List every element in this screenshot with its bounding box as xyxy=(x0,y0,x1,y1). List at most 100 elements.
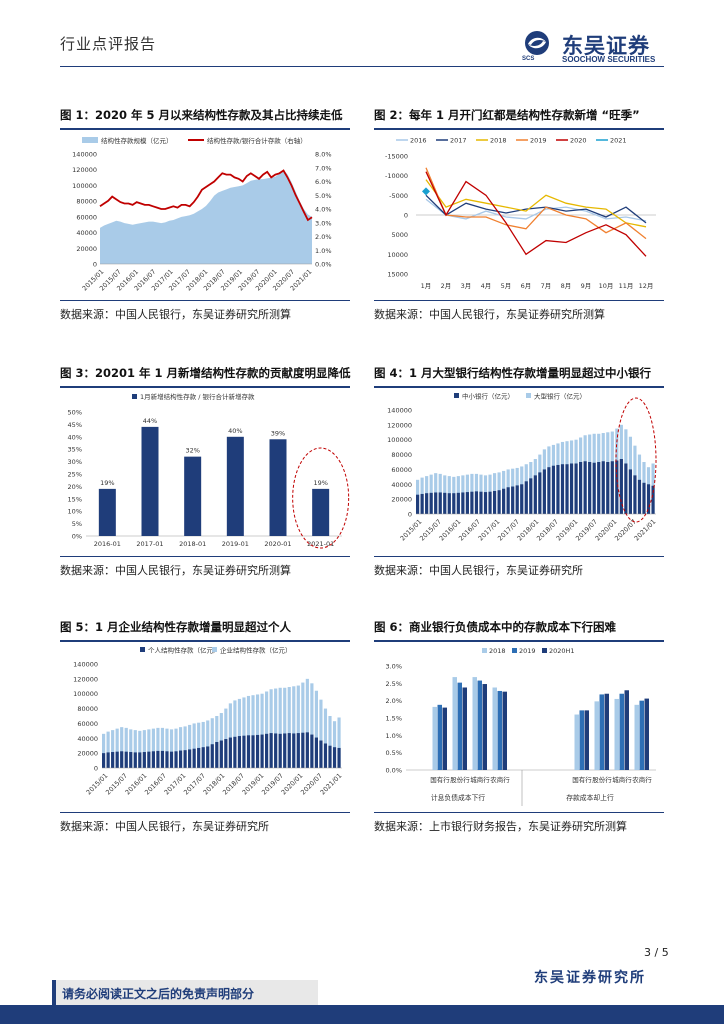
bar-front xyxy=(416,494,420,514)
y-axis-tick: 100000 xyxy=(387,436,412,444)
figure-1-source: 数据来源：中国人民银行，东吴证券研究所测算 xyxy=(60,308,291,321)
figure-3-top-rule xyxy=(60,386,350,388)
bar-城商行-2020H1 xyxy=(482,684,487,770)
x-tick: 10月 xyxy=(599,282,614,290)
chart-1: 结构性存款规模（亿元） 结构性存款/银行合计存款（右轴） 0 20000 40000 60… xyxy=(72,136,332,293)
bar-front xyxy=(188,749,192,768)
y2-axis-tick: 2.0% xyxy=(315,233,332,241)
bar-front xyxy=(255,734,260,768)
figure-4: 图 4：1 月大型银行结构性存款增量明显超过中小银行 中小银行（亿元） 大型银行（… xyxy=(374,362,664,582)
legend-label-2020: 2020 xyxy=(570,137,587,145)
bar-front xyxy=(201,747,205,768)
y-axis-tick: 5000 xyxy=(391,231,408,239)
bar-front xyxy=(565,464,569,514)
x-tick: 6月 xyxy=(521,282,532,290)
legend-label-1: 中小银行（亿元） xyxy=(462,392,514,401)
figure-6-top-rule xyxy=(374,640,664,642)
y-axis-tick: 80000 xyxy=(77,705,98,713)
bar-front xyxy=(597,462,601,514)
y-axis-tick: 0.0% xyxy=(385,767,402,775)
legend-label-2: 企业结构性存款（亿元） xyxy=(220,646,292,655)
bar-front xyxy=(328,745,332,768)
bar-front xyxy=(133,752,137,768)
figure-2: 图 2：每年 1 月开门红都是结构性存款新增 “旺季” 2016 2017 2018… xyxy=(374,104,664,324)
y-axis-tick: 15% xyxy=(68,495,82,503)
bar-农商行-2018 xyxy=(634,704,639,770)
bar-back xyxy=(192,723,196,768)
bar-back xyxy=(169,729,174,768)
group-label: 存款成本却上行 xyxy=(566,793,614,802)
legend-line-label: 结构性存款/银行合计存款（右轴） xyxy=(207,136,307,145)
x-tick: 城商行 xyxy=(470,775,490,784)
bar-front xyxy=(651,485,655,514)
bar-back xyxy=(188,724,192,768)
bar-front xyxy=(619,459,623,514)
figure-3-title: 图 3：20201 年 1 月新增结构性存款的贡献度明显降低 xyxy=(60,366,351,380)
bar-front xyxy=(560,464,565,514)
bar-2016-01 xyxy=(98,488,116,536)
figure-1-title: 图 1：2020 年 5 月以来结构性存款及其占比持续走低 xyxy=(60,108,343,122)
bar-back xyxy=(147,729,151,768)
x-tick: 2月 xyxy=(441,282,452,290)
figure-5: 图 5：1 月企业结构性存款增量明显超过个人 个人结构性存款（亿元） 企业结构性存… xyxy=(60,616,350,836)
bar-back xyxy=(228,703,232,768)
bar-front xyxy=(165,751,169,768)
bar-label: 19% xyxy=(100,479,114,487)
bar-front xyxy=(292,733,296,768)
legend-area-label: 结构性存款规模（亿元） xyxy=(101,136,173,145)
x-tick: 股份行 xyxy=(592,775,612,784)
y-axis-tick: 140000 xyxy=(387,407,412,415)
bar-front xyxy=(260,734,264,768)
y-axis-tick: 140000 xyxy=(73,661,98,669)
bar-股份行-2020H1 xyxy=(604,693,609,770)
bar-国有行-2018 xyxy=(574,714,579,770)
y-axis-tick: 20000 xyxy=(76,245,97,253)
logo-sub: SCS xyxy=(522,56,535,62)
y-axis-tick: 60000 xyxy=(77,720,98,728)
legend-swatch-2 xyxy=(526,393,531,398)
bar-front xyxy=(215,742,219,768)
c4-xtick: 2021/01 xyxy=(319,772,344,797)
figure-2-bottom-rule xyxy=(374,300,664,301)
bar-front xyxy=(233,736,237,768)
bar-front xyxy=(301,732,305,768)
bar-国有行-2018 xyxy=(432,706,437,770)
x-tick: 2018-01 xyxy=(179,540,206,548)
bar-front xyxy=(551,465,556,514)
bar-front xyxy=(542,469,546,514)
x-tick: 农商行 xyxy=(490,775,510,784)
bar-front xyxy=(642,482,646,514)
legend-label-2021: 2021 xyxy=(610,137,627,145)
bar-front xyxy=(224,739,228,768)
bar-front xyxy=(615,460,619,514)
area-structured-deposits xyxy=(100,169,312,264)
chart-2: 2016 2017 2018 2019 2020 2021 15000 10000 5000 0 -… xyxy=(385,137,656,290)
company-logo: SCS 东吴证券 SOOCHOW SECURITIES xyxy=(522,30,667,66)
bar-农商行-2020H1 xyxy=(502,691,507,770)
bar-农商行-2019 xyxy=(497,690,502,770)
bar-2020-01 xyxy=(269,439,287,536)
bar-front xyxy=(138,752,142,768)
bar-front xyxy=(524,481,528,514)
bar-front xyxy=(283,733,287,768)
figure-1-top-rule xyxy=(60,128,350,130)
bar-front xyxy=(569,463,574,514)
y-axis-tick: 100000 xyxy=(72,182,97,190)
bar-国有行-2020H1 xyxy=(442,707,447,770)
report-type: 行业点评报告 xyxy=(60,35,157,53)
bar-front xyxy=(323,743,328,768)
bar-front xyxy=(601,461,605,514)
bar-back xyxy=(138,730,142,768)
y-axis-tick: 0% xyxy=(72,533,82,541)
bar-front xyxy=(278,733,282,768)
y-axis-tick: 45% xyxy=(68,421,82,429)
x-tick: 4月 xyxy=(481,282,492,290)
logo-mark-icon xyxy=(525,31,549,55)
bar-股份行-2019 xyxy=(457,682,462,770)
bar-front xyxy=(124,751,128,768)
legend-label: 1月新增结构性存款 / 银行合计新增存款 xyxy=(140,392,255,401)
legend-label-2019: 2019 xyxy=(530,137,547,145)
x-tick: 9月 xyxy=(581,282,592,290)
y-axis-tick: 80000 xyxy=(391,451,412,459)
disclaimer-accent xyxy=(52,980,56,1006)
